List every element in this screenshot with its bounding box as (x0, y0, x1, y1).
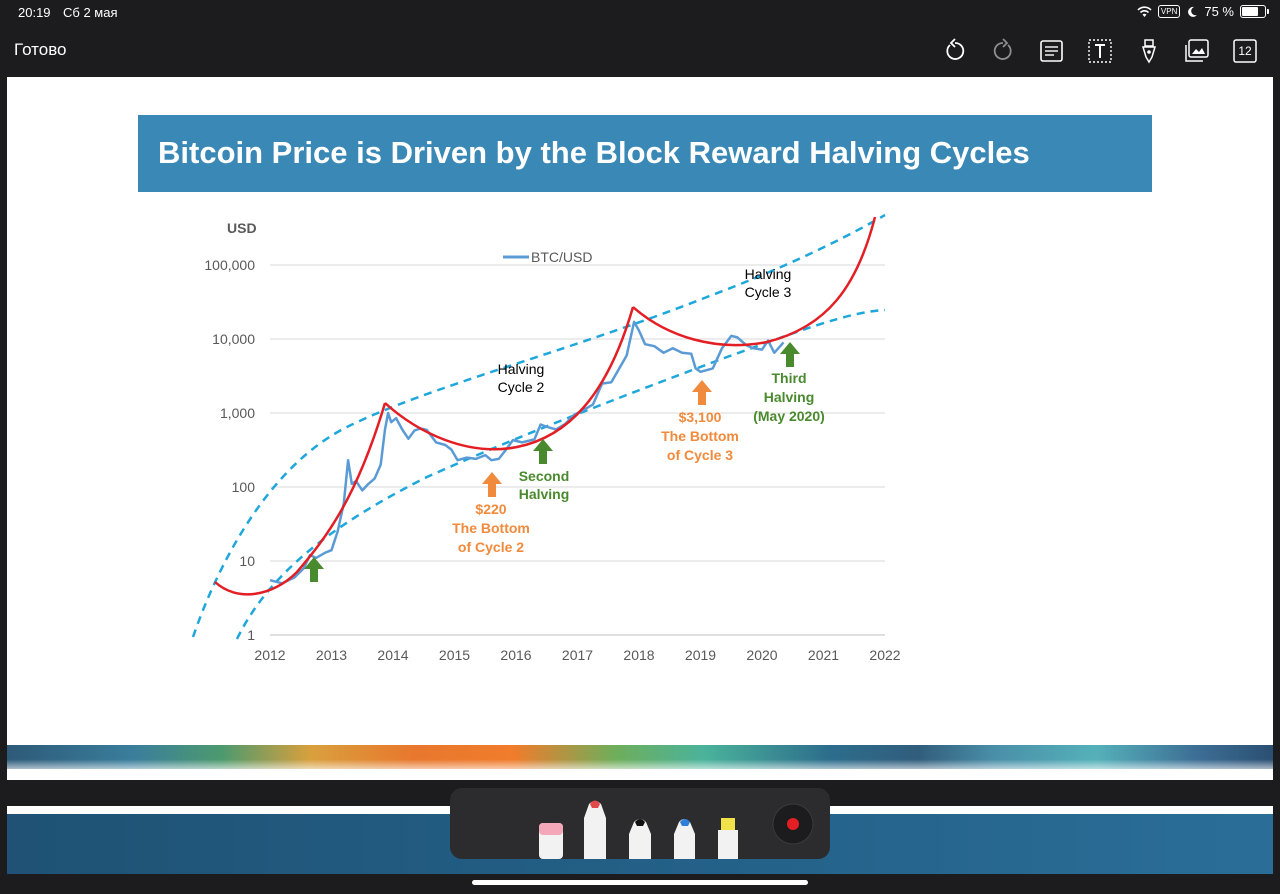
third-halving-label-1: Third (772, 370, 807, 386)
y-axis-label: USD (227, 220, 257, 236)
second-halving-arrow (533, 439, 553, 464)
x-tick-label: 2021 (808, 647, 839, 663)
y-tick-label: 100,000 (204, 257, 255, 273)
x-tick-label: 2019 (685, 647, 716, 663)
x-tick-label: 2018 (623, 647, 654, 663)
status-date: Сб 2 мая (63, 5, 118, 20)
markup-tool-palette (450, 788, 830, 859)
cycle-3-curve (632, 216, 877, 347)
status-time: 20:19 (18, 5, 51, 20)
status-indicators: VPN 75 % (1137, 4, 1269, 19)
toolbar: Готово 12 (0, 26, 1280, 76)
text-box-icon[interactable] (1087, 38, 1113, 64)
redo-icon[interactable] (990, 38, 1016, 64)
y-tick-label: 1,000 (220, 405, 255, 421)
btc-usd-series-line (269, 320, 785, 585)
color-picker-button[interactable] (772, 803, 814, 845)
pen-tool-red[interactable] (584, 800, 606, 860)
done-button[interactable]: Готово (14, 40, 67, 59)
bottom-cycle-2-arrow (482, 472, 502, 497)
x-tick-labels: 2012 2013 2014 2015 2016 2017 2018 2019 2020 2021… (254, 647, 900, 663)
x-tick-label: 2020 (746, 647, 777, 663)
pages-icon[interactable]: 12 (1232, 38, 1258, 64)
x-tick-label: 2013 (316, 647, 347, 663)
cycle-2-curve (384, 306, 635, 451)
document-page: Bitcoin Price is Driven by the Block Rew… (7, 77, 1273, 780)
x-tick-label: 2014 (377, 647, 408, 663)
legend-label-btc: BTC/USD (531, 249, 592, 265)
footer-fade (7, 745, 1273, 769)
lower-channel-line (235, 308, 886, 640)
bottom3-label-3: of Cycle 3 (667, 447, 733, 463)
highlighter-tool-yellow[interactable] (718, 818, 738, 859)
bottom3-label-2: The Bottom (661, 428, 739, 444)
marker-tool-black[interactable] (629, 819, 651, 859)
cycle3-label-2: Cycle 3 (745, 284, 792, 300)
y-tick-label: 1 (247, 627, 255, 643)
battery-percent: 75 % (1204, 4, 1234, 19)
eraser-tool[interactable] (539, 823, 563, 859)
home-indicator[interactable] (472, 880, 808, 885)
bottom2-label-2: The Bottom (452, 520, 530, 536)
bottom3-label-1: $3,100 (679, 409, 722, 425)
bottom-cycle-3-arrow (692, 380, 712, 405)
gallery-icon[interactable] (1184, 38, 1210, 64)
status-bar: 20:19 Сб 2 мая VPN 75 % (0, 0, 1280, 26)
y-tick-labels: 1 10 100 1,000 10,000 100,000 (204, 257, 255, 643)
x-tick-label: 2016 (500, 647, 531, 663)
third-halving-label-3: (May 2020) (753, 408, 825, 424)
page-count: 12 (1238, 44, 1252, 58)
cycle2-label-1: Halving (498, 361, 545, 377)
third-halving-label-2: Halving (764, 389, 815, 405)
vpn-badge: VPN (1157, 5, 1181, 18)
battery-icon (1240, 5, 1269, 18)
wifi-icon (1137, 5, 1152, 17)
cycle-1-curve (214, 402, 387, 596)
x-tick-label: 2022 (869, 647, 900, 663)
first-halving-arrow (304, 557, 324, 582)
moon-icon (1188, 6, 1198, 17)
second-halving-label-1: Second (519, 468, 570, 484)
slide-title-bar: Bitcoin Price is Driven by the Block Rew… (138, 115, 1152, 192)
upper-channel-line (191, 213, 886, 638)
slide-title: Bitcoin Price is Driven by the Block Rew… (158, 135, 1030, 170)
cycle2-label-2: Cycle 2 (498, 379, 545, 395)
y-tick-label: 10 (239, 553, 255, 569)
second-halving-label-2: Halving (519, 486, 570, 502)
y-tick-label: 10,000 (212, 331, 255, 347)
pen-nib-icon[interactable] (1136, 38, 1162, 64)
chart-gridlines (270, 264, 885, 636)
bottom2-label-3: of Cycle 2 (458, 539, 524, 555)
pencil-tool-blue[interactable] (674, 819, 695, 859)
undo-icon[interactable] (942, 38, 968, 64)
notes-icon[interactable] (1039, 38, 1065, 64)
y-tick-label: 100 (232, 479, 256, 495)
third-halving-arrow (780, 342, 800, 367)
x-tick-label: 2017 (562, 647, 593, 663)
bottom2-label-1: $220 (475, 501, 506, 517)
cycle3-label-1: Halving (745, 266, 792, 282)
x-tick-label: 2012 (254, 647, 285, 663)
x-tick-label: 2015 (439, 647, 470, 663)
